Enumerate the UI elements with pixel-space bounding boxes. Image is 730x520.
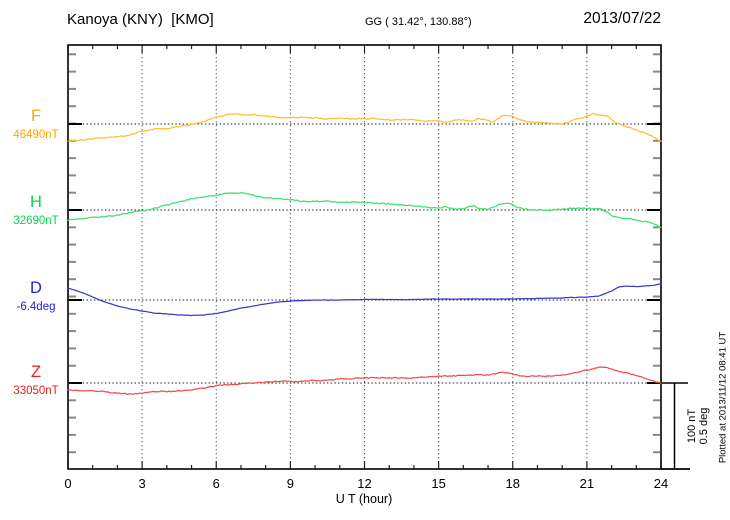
x-tick-label-9: 9 xyxy=(286,476,294,491)
x-tick-label-21: 21 xyxy=(579,476,595,491)
trace-H xyxy=(67,191,662,229)
channel-label-H: H 32690nT xyxy=(6,194,66,227)
scale-bar-nT: 100 nT xyxy=(686,408,698,444)
scale-bar-label: 100 nT 0.5 deg xyxy=(686,401,712,451)
channel-baseline-Z: 33050nT xyxy=(13,384,59,397)
geographic-coordinates: GG ( 31.42°, 130.88°) xyxy=(365,16,472,28)
x-tick-label-15: 15 xyxy=(431,476,446,491)
channel-baseline-H: 32690nT xyxy=(13,214,59,227)
observation-date: 2013/07/22 xyxy=(583,10,661,27)
trace-F xyxy=(67,112,662,142)
x-tick-label-12: 12 xyxy=(357,476,372,491)
x-tick-label-3: 3 xyxy=(138,476,146,491)
channel-letter-Z: Z xyxy=(30,363,42,381)
x-axis-title: U T (hour) xyxy=(335,492,393,506)
x-tick-label-24: 24 xyxy=(653,476,669,491)
channel-letter-F: F xyxy=(30,107,42,125)
channel-baseline-F: 46490nT xyxy=(13,128,59,141)
plot-frame xyxy=(67,44,662,470)
channel-label-D: D -6.4deg xyxy=(6,280,66,313)
channel-letter-D: D xyxy=(30,279,42,297)
x-tick-label-0: 0 xyxy=(64,476,72,491)
x-tick-label-6: 6 xyxy=(212,476,220,491)
channel-label-Z: Z 33050nT xyxy=(6,364,66,397)
station-title: Kanoya (KNY) [KMO] xyxy=(67,11,214,28)
channel-baseline-D: -6.4deg xyxy=(16,300,56,313)
trace-D xyxy=(67,283,662,317)
x-tick-label-18: 18 xyxy=(505,476,520,491)
channel-letter-H: H xyxy=(30,193,42,211)
trace-Z xyxy=(67,366,662,396)
plotted-at-timestamp: Plotted at 2013/11/12 08:41 UT xyxy=(717,331,729,464)
channel-label-F: F 46490nT xyxy=(6,108,66,141)
scale-bar-deg: 0.5 deg xyxy=(698,407,710,445)
